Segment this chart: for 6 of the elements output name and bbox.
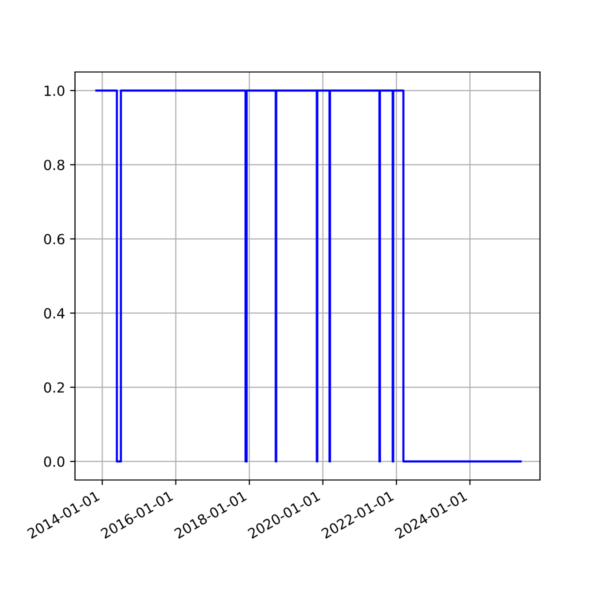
y-tick-label: 0.6	[44, 234, 64, 244]
y-tick-label: 1.0	[44, 86, 64, 96]
y-tick-label: 0.8	[44, 160, 64, 170]
y-tick-label: 0.0	[44, 456, 64, 467]
y-tick-label: 0.4	[44, 308, 64, 319]
y-tick-label: 0.2	[44, 382, 64, 393]
